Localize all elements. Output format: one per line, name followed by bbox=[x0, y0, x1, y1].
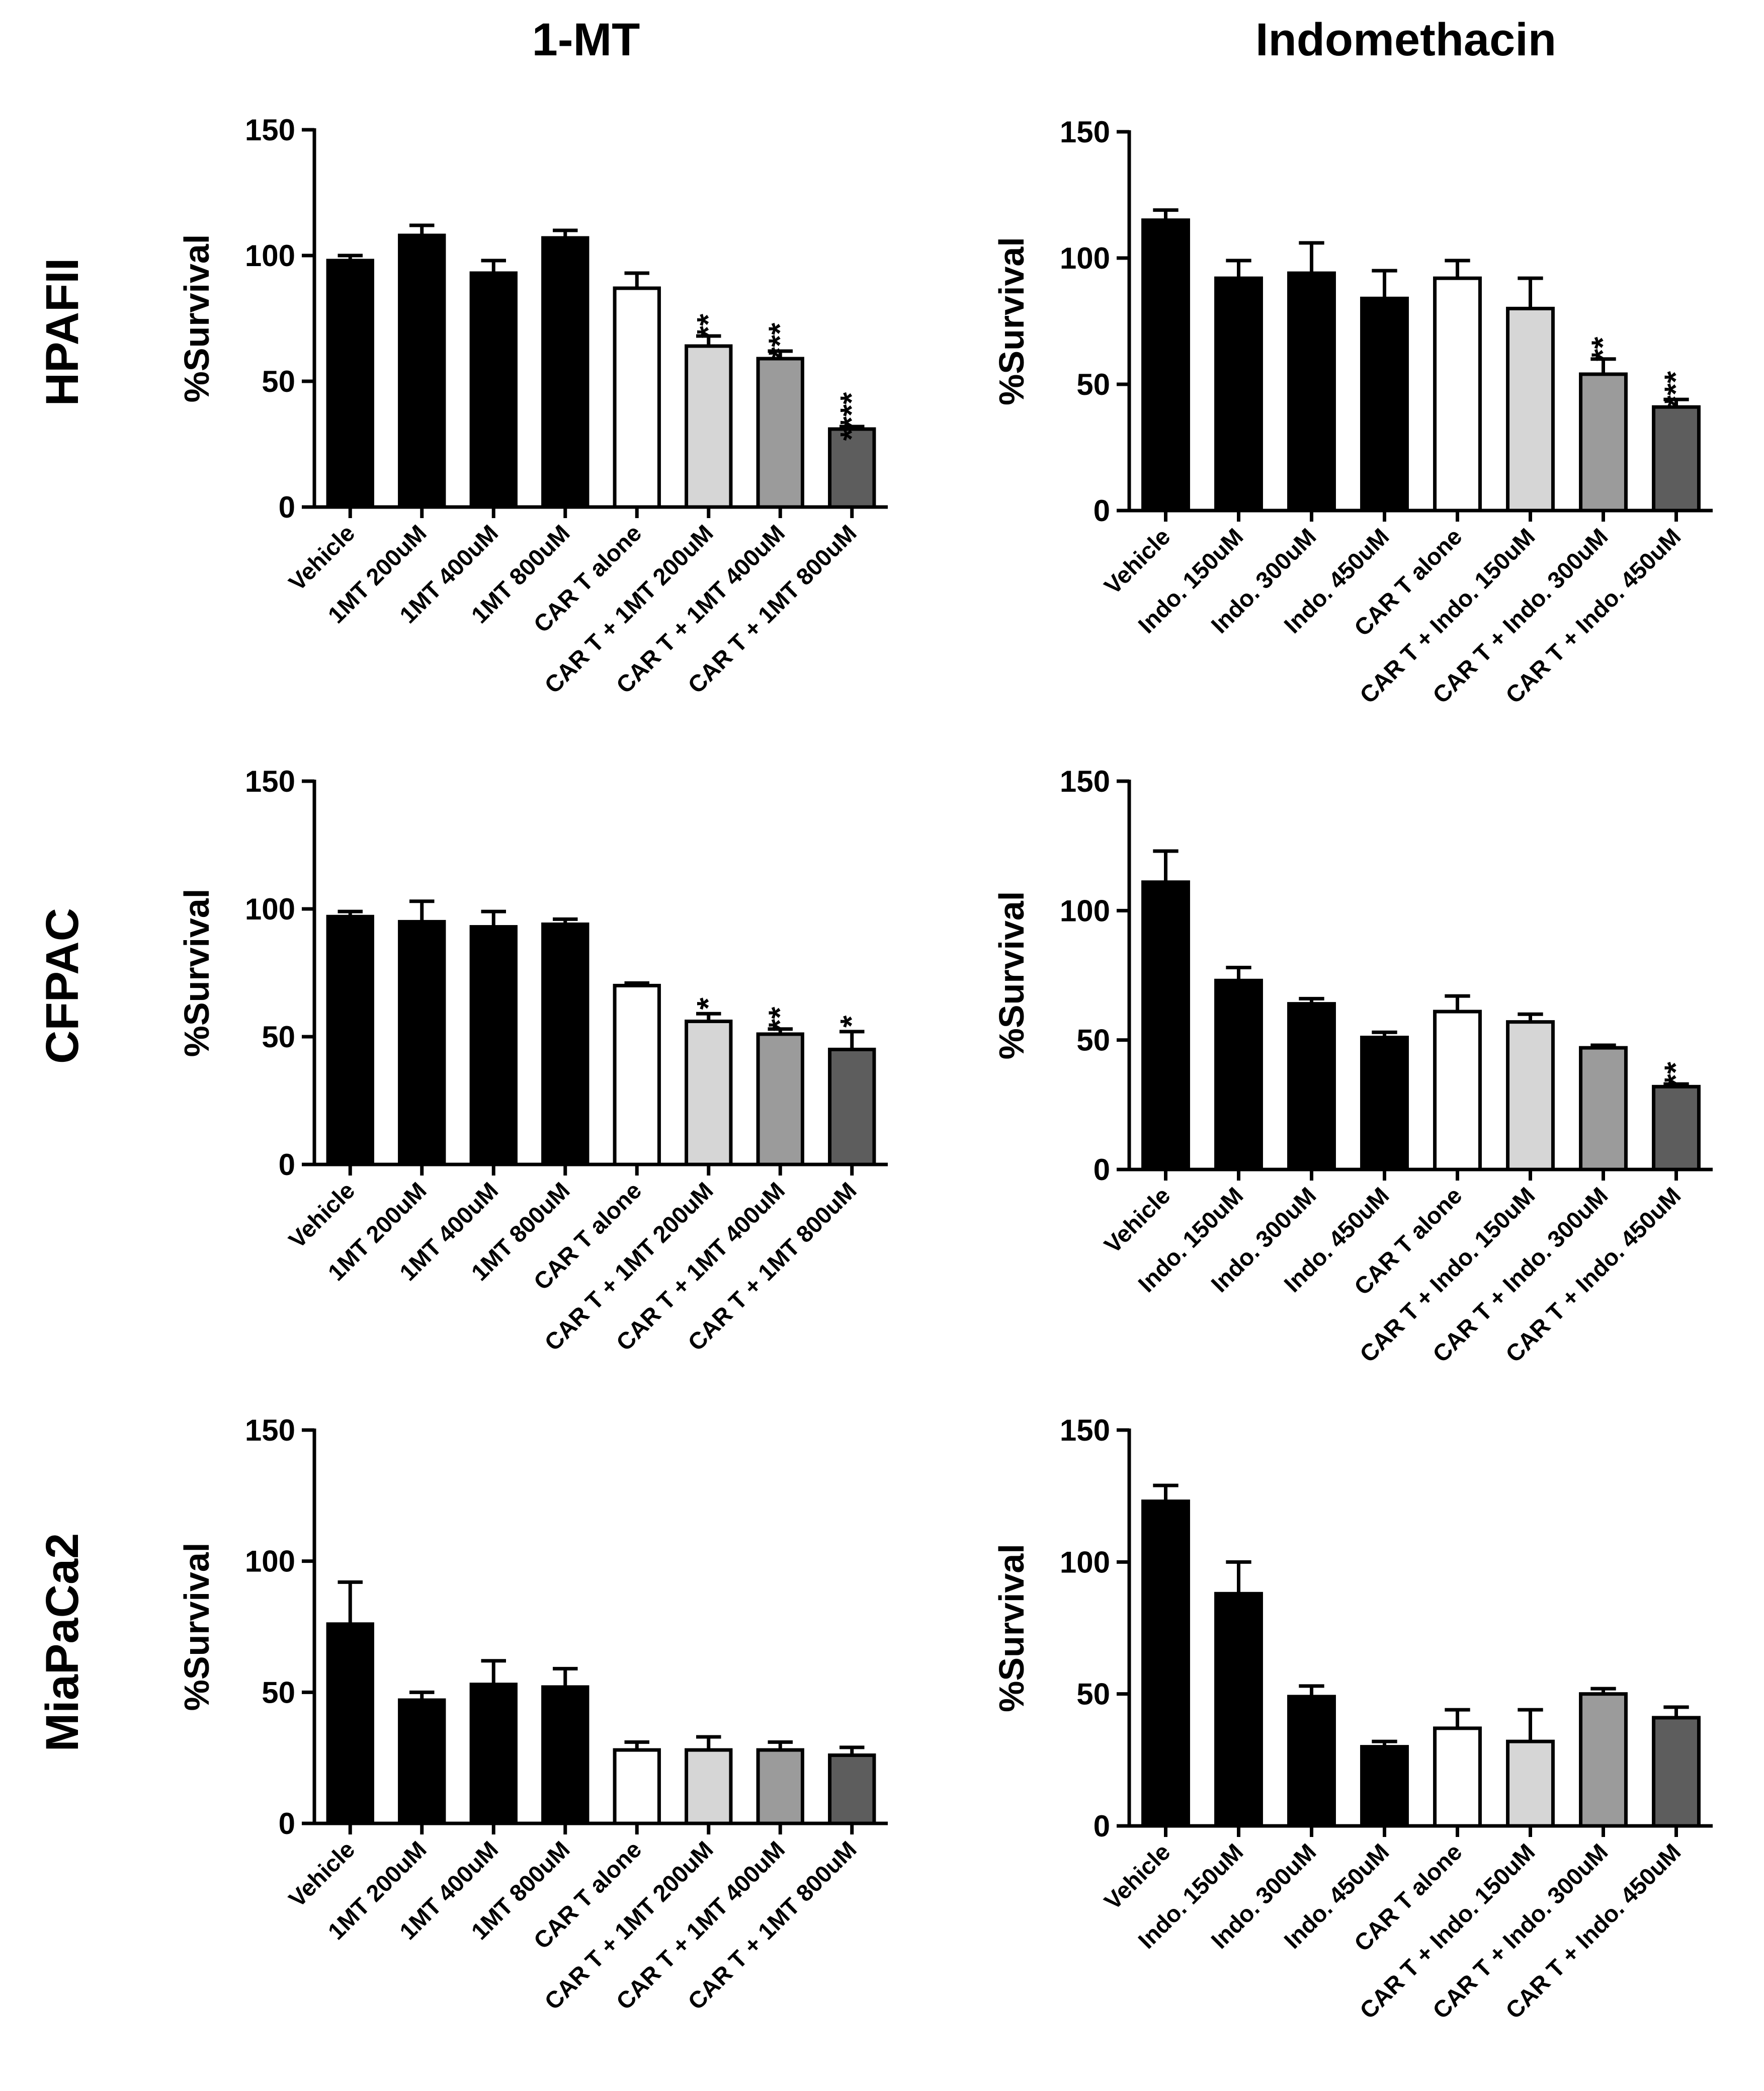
y-tick-label: 150 bbox=[245, 1413, 295, 1447]
bar bbox=[685, 1020, 733, 1166]
bar bbox=[685, 344, 733, 509]
significance-marker: *** bbox=[1659, 371, 1694, 407]
bar bbox=[469, 925, 518, 1166]
y-tick-label: 0 bbox=[1094, 494, 1110, 528]
row-label-hpafii: HPAFII bbox=[37, 258, 88, 406]
bar bbox=[1579, 1692, 1628, 1828]
bar bbox=[1360, 1745, 1409, 1828]
y-tick-label: 150 bbox=[1060, 765, 1110, 798]
y-tick-label: 100 bbox=[1060, 894, 1110, 928]
y-tick-label: 0 bbox=[1094, 1153, 1110, 1187]
bar bbox=[1214, 1592, 1263, 1828]
bar bbox=[469, 271, 518, 509]
y-tick-label: 50 bbox=[262, 1020, 295, 1054]
bar bbox=[1141, 218, 1190, 513]
bar bbox=[326, 259, 374, 509]
y-tick-label: 0 bbox=[279, 1807, 295, 1841]
significance-marker: ** bbox=[691, 313, 726, 338]
bar bbox=[1652, 405, 1701, 513]
bar bbox=[1360, 1036, 1409, 1172]
column-title-indomethacin: Indomethacin bbox=[1255, 14, 1556, 65]
bar bbox=[541, 922, 590, 1166]
y-tick-label: 150 bbox=[1060, 115, 1110, 149]
bar bbox=[398, 919, 446, 1166]
y-tick-label: 0 bbox=[279, 1148, 295, 1182]
y-tick-label: 0 bbox=[279, 490, 295, 524]
significance-marker: **** bbox=[834, 392, 869, 441]
y-tick-label: 50 bbox=[262, 1676, 295, 1709]
bar bbox=[1506, 306, 1555, 513]
bar bbox=[1506, 1739, 1555, 1828]
significance-marker: ** bbox=[1659, 1061, 1694, 1086]
bar bbox=[541, 236, 590, 509]
significance-marker: * bbox=[834, 1015, 869, 1028]
bar bbox=[1433, 1010, 1482, 1172]
column-title-1mt: 1-MT bbox=[532, 14, 640, 65]
bar bbox=[1287, 1002, 1336, 1172]
bar bbox=[613, 1748, 661, 1825]
y-tick-label: 50 bbox=[1076, 368, 1110, 401]
bar bbox=[1141, 1499, 1190, 1828]
bar bbox=[613, 983, 661, 1166]
y-axis-label: %Survival bbox=[992, 237, 1031, 405]
y-tick-label: 150 bbox=[245, 765, 295, 798]
bar bbox=[1214, 978, 1263, 1172]
y-tick-label: 150 bbox=[1060, 1413, 1110, 1447]
row-label-cfpac: CFPAC bbox=[37, 908, 88, 1064]
bar bbox=[613, 286, 661, 509]
bar bbox=[1579, 372, 1628, 513]
y-tick-label: 100 bbox=[1060, 241, 1110, 275]
y-tick-label: 50 bbox=[262, 365, 295, 398]
bar bbox=[1287, 271, 1336, 513]
bar bbox=[1652, 1716, 1701, 1828]
y-tick-label: 150 bbox=[245, 113, 295, 147]
bar bbox=[828, 1047, 876, 1166]
bar bbox=[756, 1032, 804, 1166]
bar bbox=[1141, 880, 1190, 1172]
bar bbox=[326, 1622, 374, 1825]
bar bbox=[828, 1753, 876, 1825]
y-tick-label: 100 bbox=[245, 1545, 295, 1578]
significance-marker: ** bbox=[763, 1007, 797, 1031]
bar bbox=[1652, 1084, 1701, 1172]
y-axis-label: %Survival bbox=[177, 234, 216, 403]
y-tick-label: 50 bbox=[1076, 1678, 1110, 1711]
y-axis-label: %Survival bbox=[177, 889, 216, 1057]
bar bbox=[469, 1683, 518, 1825]
bar bbox=[1287, 1695, 1336, 1828]
bar bbox=[398, 233, 446, 509]
bar bbox=[1433, 1726, 1482, 1828]
bar bbox=[1579, 1046, 1628, 1172]
significance-marker: ** bbox=[1586, 337, 1621, 361]
y-axis-label: %Survival bbox=[992, 1544, 1031, 1712]
bar bbox=[541, 1685, 590, 1825]
bar bbox=[1360, 296, 1409, 513]
significance-marker: * bbox=[691, 997, 726, 1010]
y-axis-label: %Survival bbox=[177, 1543, 216, 1711]
bar bbox=[1506, 1020, 1555, 1172]
bar bbox=[1214, 276, 1263, 513]
bar bbox=[756, 1748, 804, 1825]
y-tick-label: 100 bbox=[1060, 1545, 1110, 1579]
y-tick-label: 0 bbox=[1094, 1809, 1110, 1843]
y-tick-label: 100 bbox=[245, 892, 295, 926]
significance-marker: *** bbox=[763, 322, 797, 359]
bar bbox=[398, 1698, 446, 1825]
y-tick-label: 50 bbox=[1076, 1024, 1110, 1057]
y-axis-label: %Survival bbox=[992, 891, 1031, 1060]
bar bbox=[1433, 276, 1482, 513]
bar bbox=[685, 1748, 733, 1825]
y-tick-label: 100 bbox=[245, 239, 295, 273]
row-label-miapaca2: MiaPaCa2 bbox=[37, 1533, 88, 1752]
bar bbox=[326, 914, 374, 1166]
bar bbox=[756, 357, 804, 509]
